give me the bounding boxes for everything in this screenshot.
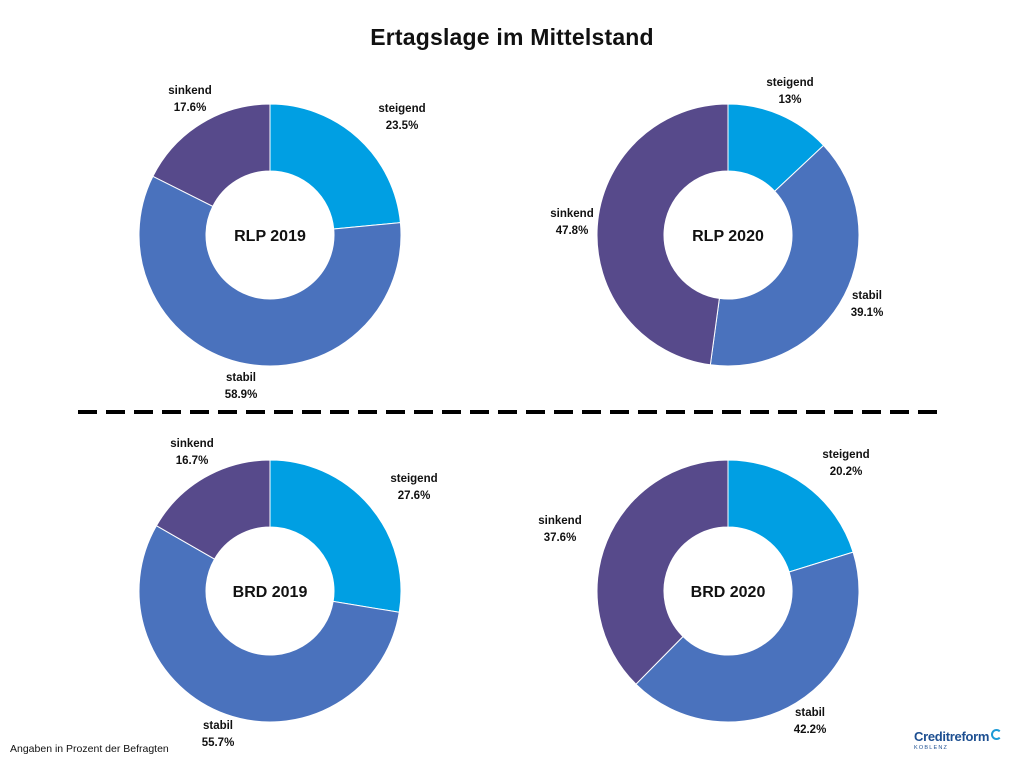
logo-mark-icon — [991, 729, 1003, 740]
slice-value-3-steigend: 20.2% — [830, 466, 863, 478]
slice-label-0-stabil: stabil — [226, 372, 256, 384]
slice-value-1-sinkend: 47.8% — [556, 225, 589, 237]
slice-value-3-stabil: 42.2% — [794, 724, 827, 736]
center-label-3: BRD 2020 — [691, 584, 766, 601]
slice-value-1-stabil: 39.1% — [851, 307, 884, 319]
slice-label-1-stabil: stabil — [852, 290, 882, 302]
slice-label-2-stabil: stabil — [203, 720, 233, 732]
slice-label-3-steigend: steigend — [822, 449, 869, 461]
slice-value-0-stabil: 58.9% — [225, 389, 258, 401]
slice-value-3-sinkend: 37.6% — [544, 532, 577, 544]
slice-2-sinkend — [155, 459, 271, 560]
slice-label-0-steigend: steigend — [378, 103, 425, 115]
slice-label-1-sinkend: sinkend — [550, 208, 593, 220]
slice-2-stabil — [138, 525, 400, 723]
slice-value-2-steigend: 27.6% — [398, 490, 431, 502]
slice-value-0-steigend: 23.5% — [386, 120, 419, 132]
slice-value-2-sinkend: 16.7% — [176, 455, 209, 467]
slice-label-3-stabil: stabil — [795, 707, 825, 719]
footnote: Angaben in Prozent der Befragten — [10, 743, 169, 755]
slice-0-steigend — [269, 103, 401, 230]
logo-sub: KOBLENZ — [914, 745, 949, 751]
center-label-0: RLP 2019 — [234, 228, 306, 245]
slice-3-steigend — [727, 459, 854, 573]
logo-brand: Creditreform — [914, 729, 990, 744]
slice-label-2-steigend: steigend — [390, 473, 437, 485]
slice-value-0-sinkend: 17.6% — [174, 102, 207, 114]
creditreform-logo: Creditreform KOBLENZ — [914, 728, 1014, 754]
slice-label-1-steigend: steigend — [766, 77, 813, 89]
slice-3-sinkend — [596, 459, 729, 685]
chart-title: Ertagslage im Mittelstand — [370, 24, 654, 50]
slice-label-3-sinkend: sinkend — [538, 515, 581, 527]
slice-label-0-sinkend: sinkend — [168, 85, 211, 97]
slice-label-2-sinkend: sinkend — [170, 438, 213, 450]
slice-1-sinkend — [596, 103, 729, 366]
slice-value-2-stabil: 55.7% — [202, 737, 235, 749]
center-label-1: RLP 2020 — [692, 228, 764, 245]
slice-2-steigend — [269, 459, 402, 613]
slice-1-stabil — [709, 144, 860, 367]
slice-3-stabil — [635, 551, 860, 723]
slice-value-1-steigend: 13% — [778, 94, 801, 106]
slice-0-sinkend — [152, 103, 271, 207]
slice-0-stabil — [138, 175, 402, 367]
center-label-2: BRD 2019 — [233, 584, 308, 601]
